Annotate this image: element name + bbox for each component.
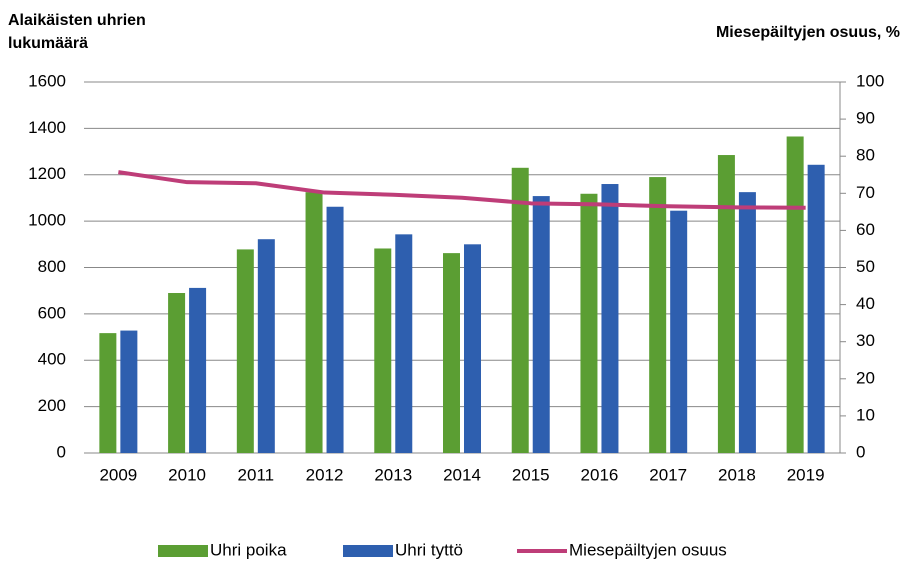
x-tick-label: 2009 bbox=[99, 465, 137, 484]
legend-label: Miesepäiltyjen osuus bbox=[569, 540, 727, 559]
bar bbox=[443, 253, 460, 453]
bar bbox=[257, 239, 275, 453]
bar bbox=[786, 136, 804, 453]
y-tick-label: 0 bbox=[57, 442, 66, 461]
bar bbox=[189, 287, 207, 453]
y-tick-label: 200 bbox=[38, 396, 66, 415]
bar bbox=[670, 210, 688, 453]
legend-swatch bbox=[343, 545, 393, 557]
bar bbox=[236, 249, 254, 453]
bar bbox=[374, 248, 392, 453]
line bbox=[118, 170, 806, 210]
x-tick-label: 2010 bbox=[168, 465, 206, 484]
y-axis-title: lukumäärä bbox=[8, 35, 88, 52]
y2-tick-label: 60 bbox=[856, 220, 875, 239]
x-tick-label: 2011 bbox=[238, 465, 275, 484]
bar bbox=[99, 333, 117, 453]
bar bbox=[168, 293, 186, 453]
y-tick-label: 1400 bbox=[28, 118, 66, 137]
y2-tick-label: 30 bbox=[856, 331, 875, 350]
bar bbox=[120, 330, 138, 453]
bar bbox=[532, 196, 550, 453]
bar bbox=[601, 184, 619, 453]
y2-tick-label: 50 bbox=[856, 257, 875, 276]
y2-tick-label: 10 bbox=[856, 405, 875, 424]
x-tick-label: 2015 bbox=[512, 465, 550, 484]
y-tick-label: 400 bbox=[38, 350, 66, 369]
y-tick-label: 800 bbox=[38, 257, 66, 276]
y-axis-title: Alaikäisten uhrien bbox=[8, 12, 146, 29]
bar bbox=[305, 192, 323, 453]
x-tick-label: 2012 bbox=[306, 465, 344, 484]
legend-label: Uhri tyttö bbox=[395, 540, 463, 559]
bar bbox=[738, 192, 756, 453]
legend-swatch bbox=[158, 545, 208, 557]
y2-tick-label: 70 bbox=[856, 183, 875, 202]
x-tick-label: 2014 bbox=[443, 465, 481, 484]
bar bbox=[511, 167, 529, 453]
x-tick-label: 2019 bbox=[787, 465, 825, 484]
y2-tick-label: 40 bbox=[856, 294, 875, 313]
bar bbox=[580, 193, 598, 454]
x-tick-label: 2016 bbox=[581, 465, 619, 484]
y-tick-label: 1600 bbox=[28, 71, 66, 90]
x-tick-label: 2013 bbox=[374, 465, 412, 484]
y2-tick-label: 80 bbox=[856, 146, 875, 165]
y2-axis-title: Miesepäiltyjen osuus, % bbox=[716, 24, 900, 41]
y-tick-label: 1200 bbox=[28, 164, 66, 183]
bar bbox=[807, 164, 825, 454]
bar bbox=[649, 177, 667, 453]
y-tick-label: 600 bbox=[38, 303, 66, 322]
y2-tick-label: 20 bbox=[856, 368, 875, 387]
x-tick-label: 2017 bbox=[649, 465, 687, 484]
y2-tick-label: 0 bbox=[856, 442, 865, 461]
y2-tick-label: 90 bbox=[856, 109, 875, 128]
bar bbox=[395, 234, 413, 453]
y2-tick-label: 100 bbox=[856, 71, 884, 90]
legend-label: Uhri poika bbox=[210, 540, 287, 559]
x-tick-label: 2018 bbox=[718, 465, 756, 484]
y-tick-label: 1000 bbox=[28, 211, 66, 230]
bar bbox=[326, 206, 344, 453]
bar bbox=[464, 244, 481, 453]
bar bbox=[717, 155, 735, 453]
